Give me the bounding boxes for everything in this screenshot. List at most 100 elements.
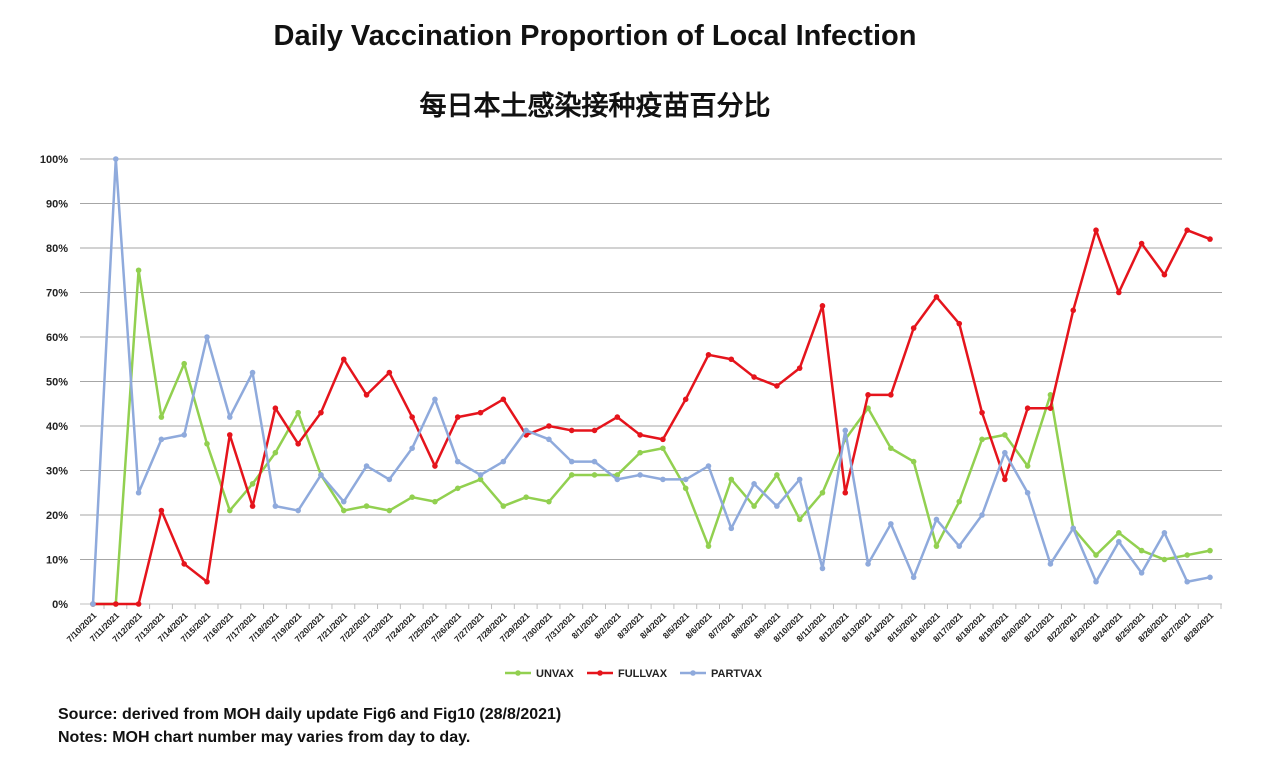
data-point-unvax xyxy=(1002,432,1008,438)
data-point-unvax xyxy=(1161,556,1168,563)
data-point-fullvax xyxy=(705,352,712,358)
data-point-partvax xyxy=(1070,525,1077,532)
data-point-fullvax xyxy=(591,427,598,434)
legend-marker-unvax xyxy=(515,670,521,676)
data-point-partvax xyxy=(796,476,803,483)
data-point-fullvax xyxy=(112,601,119,607)
data-point-unvax xyxy=(660,445,666,452)
y-tick-label: 40% xyxy=(46,421,68,433)
data-point-partvax xyxy=(158,436,165,443)
data-point-unvax xyxy=(682,485,689,492)
data-point-partvax xyxy=(842,427,849,434)
legend-label: UNVAX xyxy=(536,668,574,680)
y-tick-label: 60% xyxy=(46,332,68,344)
data-point-partvax xyxy=(90,601,96,607)
data-point-partvax xyxy=(546,436,552,443)
y-tick-label: 90% xyxy=(46,199,68,211)
data-point-partvax xyxy=(340,498,347,505)
data-point-fullvax xyxy=(842,489,849,496)
data-point-partvax xyxy=(637,472,643,478)
legend-marker-fullvax xyxy=(597,670,603,676)
data-point-unvax xyxy=(340,507,347,514)
data-point-partvax xyxy=(500,458,507,465)
data-point-unvax xyxy=(956,498,963,505)
data-point-partvax xyxy=(910,574,917,581)
data-point-fullvax xyxy=(568,427,575,434)
data-point-fullvax xyxy=(1116,289,1122,296)
data-point-partvax xyxy=(1138,570,1145,576)
data-point-fullvax xyxy=(295,441,301,447)
data-point-unvax xyxy=(158,414,165,420)
data-point-partvax xyxy=(272,503,279,509)
data-point-partvax xyxy=(1002,449,1008,456)
data-point-fullvax xyxy=(135,601,142,607)
data-point-partvax xyxy=(751,481,757,487)
series-line-unvax xyxy=(93,269,1211,606)
data-point-unvax xyxy=(546,498,552,505)
data-point-fullvax xyxy=(181,561,187,567)
data-point-unvax xyxy=(409,494,415,501)
data-point-fullvax xyxy=(1002,476,1008,483)
legend-label: FULLVAX xyxy=(618,668,668,680)
data-point-fullvax xyxy=(272,405,279,412)
data-point-fullvax xyxy=(614,414,621,420)
data-point-partvax xyxy=(956,543,963,549)
data-point-fullvax xyxy=(158,507,165,514)
data-point-fullvax xyxy=(1024,405,1031,412)
data-point-unvax xyxy=(728,476,735,483)
data-point-partvax xyxy=(568,458,575,465)
data-point-fullvax xyxy=(432,463,438,469)
data-point-unvax xyxy=(432,498,438,505)
data-point-unvax xyxy=(135,267,142,274)
data-point-fullvax xyxy=(865,392,871,398)
data-point-fullvax xyxy=(933,294,940,300)
data-point-unvax xyxy=(363,503,370,509)
data-point-unvax xyxy=(226,507,233,514)
data-point-fullvax xyxy=(386,369,393,376)
data-point-fullvax xyxy=(1047,405,1054,412)
data-point-partvax xyxy=(318,472,324,478)
data-point-partvax xyxy=(477,472,484,478)
data-point-unvax xyxy=(1024,463,1031,469)
data-point-partvax xyxy=(249,369,256,376)
data-point-unvax xyxy=(910,458,917,465)
data-point-unvax xyxy=(819,489,826,496)
data-point-unvax xyxy=(249,481,256,487)
data-point-fullvax xyxy=(1207,236,1213,242)
legend-marker-partvax xyxy=(690,670,696,676)
data-point-fullvax xyxy=(796,365,803,371)
data-point-unvax xyxy=(1047,392,1054,398)
y-tick-label: 30% xyxy=(46,466,68,478)
data-point-partvax xyxy=(979,512,985,518)
data-point-partvax xyxy=(819,565,826,572)
data-point-fullvax xyxy=(637,432,643,438)
series-line-partvax xyxy=(91,157,1211,605)
data-point-fullvax xyxy=(888,392,894,398)
data-point-unvax xyxy=(705,543,712,549)
data-point-partvax xyxy=(135,489,142,496)
y-tick-label: 10% xyxy=(46,555,68,567)
data-point-unvax xyxy=(1116,530,1122,536)
data-point-unvax xyxy=(637,449,643,456)
data-point-partvax xyxy=(614,476,621,483)
data-point-unvax xyxy=(272,449,279,456)
data-point-fullvax xyxy=(819,303,826,309)
data-point-partvax xyxy=(682,476,689,483)
data-point-fullvax xyxy=(340,356,347,363)
notes-text: Notes: MOH chart number may varies from … xyxy=(58,729,471,746)
data-point-unvax xyxy=(568,472,575,478)
data-point-fullvax xyxy=(751,374,757,380)
data-point-unvax xyxy=(888,445,894,452)
data-point-fullvax xyxy=(1070,307,1077,314)
data-point-partvax xyxy=(1207,574,1213,581)
data-point-fullvax xyxy=(500,396,507,403)
data-point-fullvax xyxy=(249,503,256,509)
data-point-fullvax xyxy=(204,578,210,585)
data-point-fullvax xyxy=(409,414,415,420)
series-line-fullvax xyxy=(93,228,1211,606)
data-point-unvax xyxy=(774,472,780,478)
data-point-partvax xyxy=(112,156,119,162)
data-point-unvax xyxy=(591,472,598,478)
data-point-unvax xyxy=(477,476,484,483)
